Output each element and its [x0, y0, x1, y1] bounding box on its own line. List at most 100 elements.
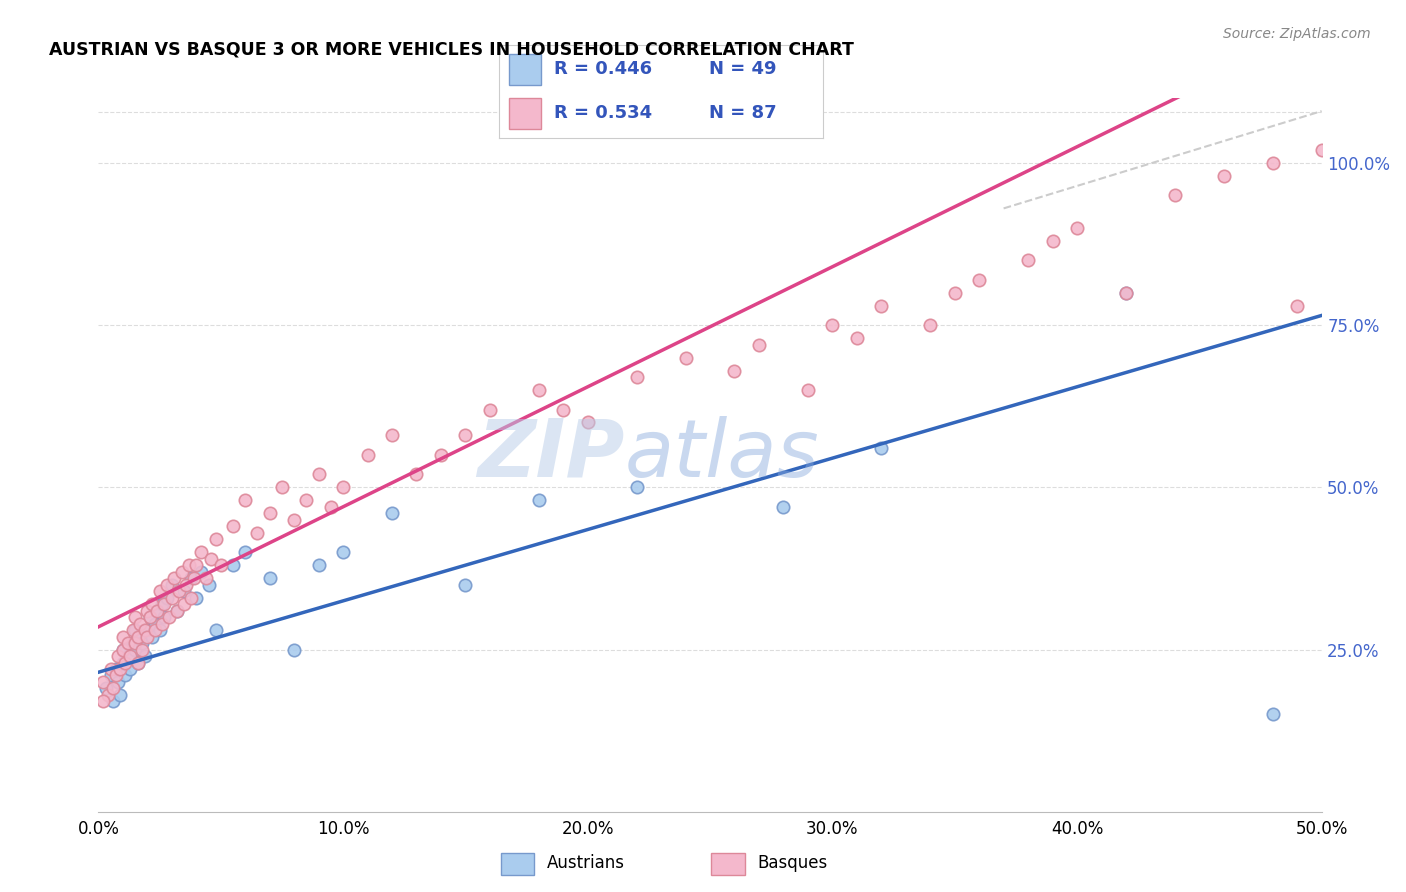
Text: ZIP: ZIP	[477, 416, 624, 494]
Point	[101, 681, 124, 696]
Point	[104, 662, 127, 676]
Point	[97, 688, 120, 702]
Point	[626, 480, 648, 494]
Point	[134, 648, 156, 663]
Text: Source: ZipAtlas.com: Source: ZipAtlas.com	[1223, 27, 1371, 41]
Point	[405, 467, 427, 482]
Point	[195, 571, 218, 585]
Point	[146, 604, 169, 618]
Point	[183, 571, 205, 585]
Point	[527, 383, 550, 397]
Point	[136, 630, 159, 644]
Point	[120, 662, 142, 676]
Point	[527, 493, 550, 508]
Point	[454, 577, 477, 591]
Point	[246, 525, 269, 540]
Point	[104, 668, 127, 682]
Point	[319, 500, 342, 514]
Point	[121, 636, 143, 650]
Point	[163, 571, 186, 585]
Point	[110, 688, 132, 702]
Point	[110, 662, 132, 676]
Point	[156, 577, 179, 591]
Point	[1042, 234, 1064, 248]
Point	[209, 558, 232, 573]
Point	[124, 636, 146, 650]
Point	[197, 577, 219, 591]
Point	[1286, 299, 1309, 313]
Point	[748, 337, 770, 351]
Point	[1066, 220, 1088, 235]
Point	[117, 648, 139, 663]
Text: R = 0.534: R = 0.534	[554, 104, 652, 122]
Point	[94, 681, 117, 696]
Point	[143, 616, 166, 631]
Point	[430, 448, 453, 462]
Text: AUSTRIAN VS BASQUE 3 OR MORE VEHICLES IN HOUSEHOLD CORRELATION CHART: AUSTRIAN VS BASQUE 3 OR MORE VEHICLES IN…	[49, 40, 853, 58]
Text: N = 49: N = 49	[710, 60, 778, 78]
Point	[170, 565, 193, 579]
Point	[101, 694, 124, 708]
Point	[100, 662, 122, 676]
Point	[127, 630, 149, 644]
Point	[308, 558, 330, 573]
Point	[111, 642, 134, 657]
Point	[180, 571, 202, 585]
Bar	[509, 54, 541, 85]
Point	[295, 493, 318, 508]
Point	[131, 636, 153, 650]
Bar	[509, 98, 541, 129]
Point	[131, 642, 153, 657]
Point	[190, 545, 212, 559]
Point	[121, 623, 143, 637]
Point	[222, 519, 245, 533]
Point	[124, 623, 146, 637]
Point	[797, 383, 820, 397]
Bar	[501, 853, 534, 875]
Text: N = 87: N = 87	[710, 104, 778, 122]
Point	[160, 577, 183, 591]
Point	[156, 591, 179, 605]
Point	[205, 533, 228, 547]
Point	[233, 545, 256, 559]
Point	[100, 668, 122, 682]
Point	[222, 558, 245, 573]
Point	[139, 610, 162, 624]
Point	[270, 480, 294, 494]
Point	[136, 604, 159, 618]
Point	[176, 577, 198, 591]
Point	[1261, 707, 1284, 722]
Point	[160, 591, 183, 605]
Point	[107, 648, 129, 663]
Point	[141, 630, 163, 644]
Point	[153, 597, 176, 611]
Point	[149, 584, 172, 599]
Point	[1115, 285, 1137, 300]
Point	[124, 610, 146, 624]
Point	[233, 493, 256, 508]
Point	[943, 285, 966, 300]
Point	[576, 416, 599, 430]
Point	[111, 642, 134, 657]
Point	[120, 648, 142, 663]
Point	[129, 630, 152, 644]
Point	[626, 370, 648, 384]
Bar	[711, 853, 745, 875]
Point	[149, 623, 172, 637]
Point	[553, 402, 575, 417]
Point	[117, 636, 139, 650]
Point	[124, 642, 146, 657]
Point	[200, 551, 222, 566]
Point	[308, 467, 330, 482]
Point	[173, 584, 195, 599]
Point	[283, 642, 305, 657]
Point	[332, 545, 354, 559]
Point	[186, 558, 208, 573]
Point	[127, 656, 149, 670]
Point	[127, 656, 149, 670]
Point	[381, 506, 404, 520]
Point	[139, 610, 162, 624]
Point	[205, 623, 228, 637]
Point	[675, 351, 697, 365]
Point	[920, 318, 942, 333]
